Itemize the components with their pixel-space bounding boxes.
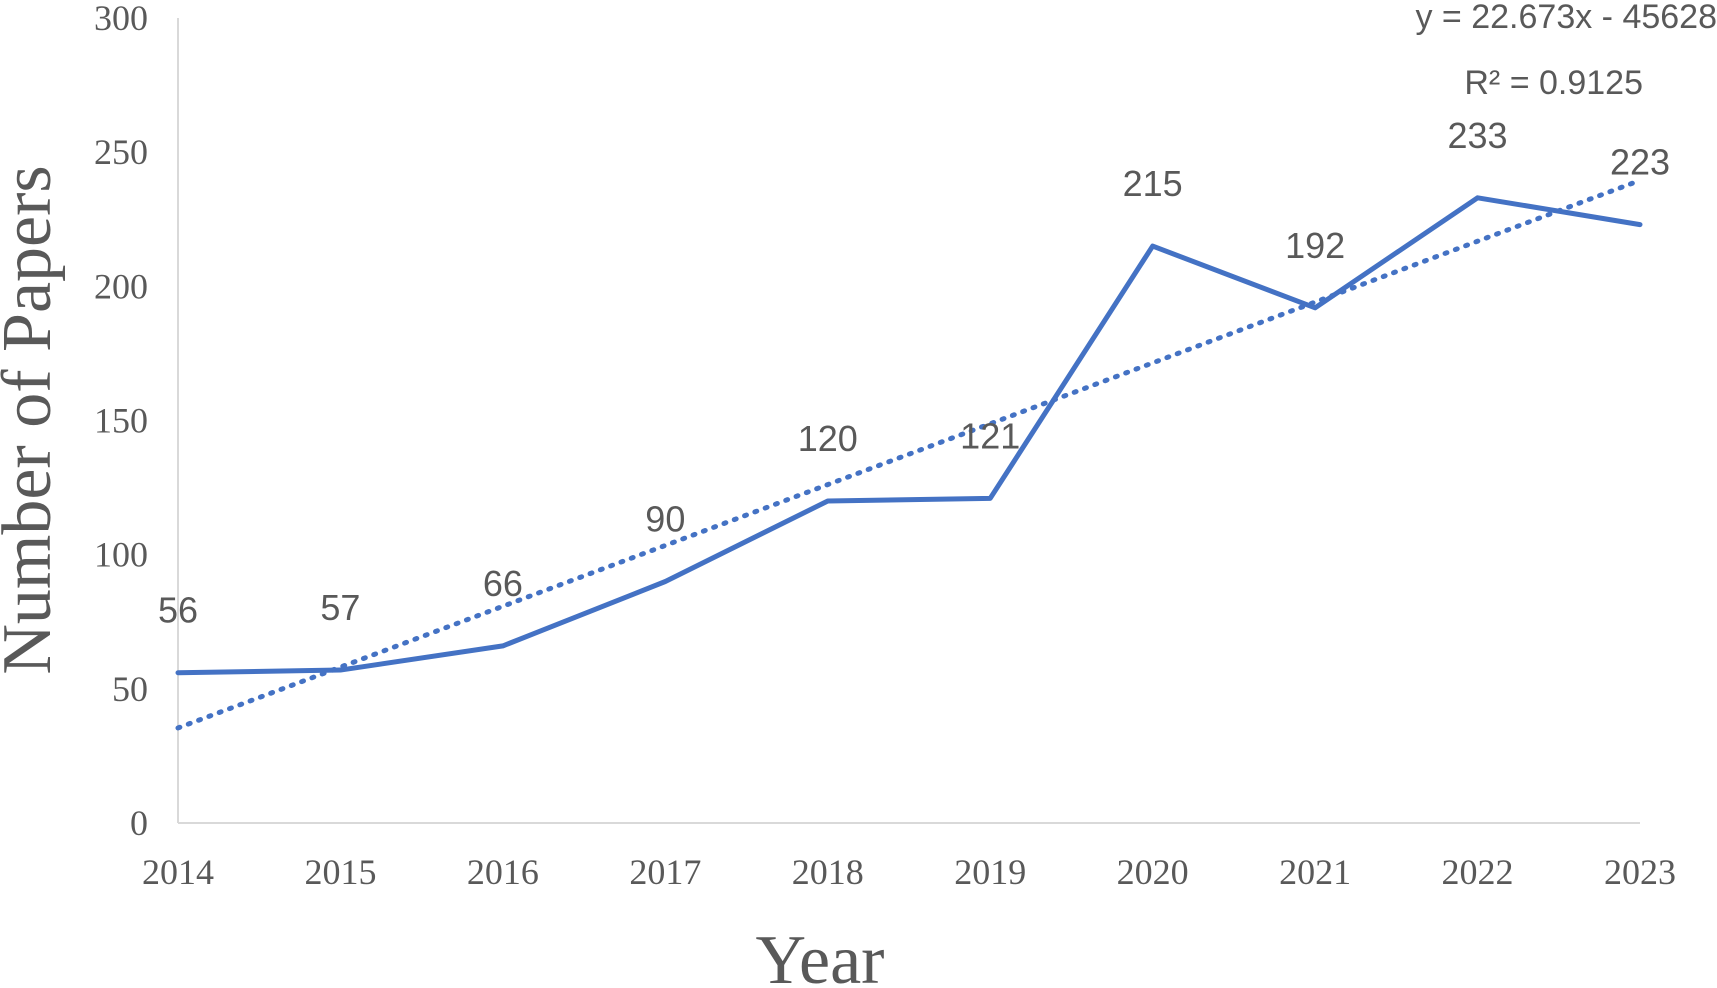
x-tick-label: 2020 <box>1117 852 1189 892</box>
x-tick-label: 2022 <box>1442 852 1514 892</box>
y-tick-label: 200 <box>94 266 148 306</box>
y-axis-title: Number of Papers <box>0 165 66 674</box>
series-line <box>175 195 1643 676</box>
y-tick-label: 100 <box>94 535 148 575</box>
data-label: 90 <box>645 499 685 540</box>
x-tick-label: 2015 <box>304 852 376 892</box>
data-label: 233 <box>1448 115 1508 156</box>
x-tick-label: 2018 <box>792 852 864 892</box>
y-tick-label: 300 <box>94 0 148 38</box>
x-tick-label: 2023 <box>1604 852 1676 892</box>
axes: 0 50 100 150 200 250 300 2014 2015 2016 2017 2018 20… <box>94 0 1676 892</box>
data-label: 121 <box>960 415 1020 456</box>
x-axis-title: Year <box>756 922 885 988</box>
data-label: 215 <box>1123 163 1183 204</box>
data-label: 223 <box>1610 142 1670 183</box>
y-tick-label: 0 <box>130 803 148 843</box>
data-label: 66 <box>483 563 523 604</box>
data-label: 120 <box>798 418 858 459</box>
x-tick-label: 2014 <box>142 852 214 892</box>
x-tick-label: 2021 <box>1279 852 1351 892</box>
y-tick-label: 50 <box>112 669 148 709</box>
y-tick-label: 150 <box>94 401 148 441</box>
data-labels-layer: 56 57 66 90 120 121 215 192 233 223 <box>158 115 1670 631</box>
series-layer <box>175 195 1643 676</box>
x-tick-label: 2016 <box>467 852 539 892</box>
data-label: 56 <box>158 590 198 631</box>
y-tick-label: 250 <box>94 132 148 172</box>
x-tick-label: 2019 <box>954 852 1026 892</box>
x-tick-label: 2017 <box>629 852 701 892</box>
data-label: 57 <box>320 587 360 628</box>
data-label: 192 <box>1285 225 1345 266</box>
trendline-r-squared: R² = 0.9125 <box>1464 64 1643 102</box>
trendline-equation: y = 22.673x - 45628 <box>1415 0 1717 36</box>
trendline <box>175 177 1643 731</box>
trendline-layer <box>175 177 1643 731</box>
